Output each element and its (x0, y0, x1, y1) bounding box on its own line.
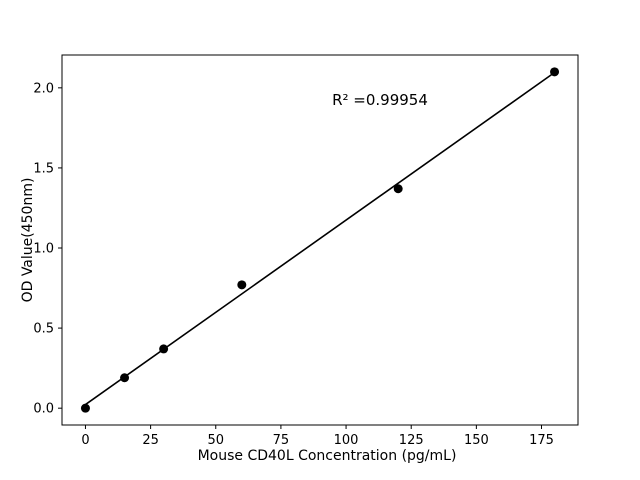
x-tick-label: 125 (399, 433, 424, 448)
x-tick-label: 150 (464, 433, 489, 448)
data-point (237, 280, 247, 290)
y-tick-label: 2.0 (33, 81, 54, 96)
x-tick-label: 75 (273, 433, 290, 448)
data-point (550, 67, 560, 77)
r-squared-annotation: R² =0.99954 (332, 91, 428, 109)
data-point (120, 373, 130, 383)
x-axis-label: Mouse CD40L Concentration (pg/mL) (197, 448, 457, 464)
x-tick-label: 50 (207, 433, 224, 448)
data-point (393, 184, 403, 194)
x-tick-label: 25 (142, 433, 159, 448)
y-tick-label: 1.5 (33, 161, 54, 176)
data-point (80, 403, 90, 413)
x-tick-label: 100 (334, 433, 359, 448)
y-tick-label: 0.5 (33, 322, 54, 337)
x-tick-label: 0 (81, 433, 89, 448)
fit-line (84, 71, 556, 406)
data-point (159, 344, 169, 354)
y-tick-label: 0.0 (33, 402, 54, 417)
y-tick-label: 1.0 (33, 242, 54, 257)
y-axis-label: OD Value(450nm) (20, 177, 36, 303)
plot-border (61, 54, 579, 426)
x-tick-label: 175 (529, 433, 554, 448)
